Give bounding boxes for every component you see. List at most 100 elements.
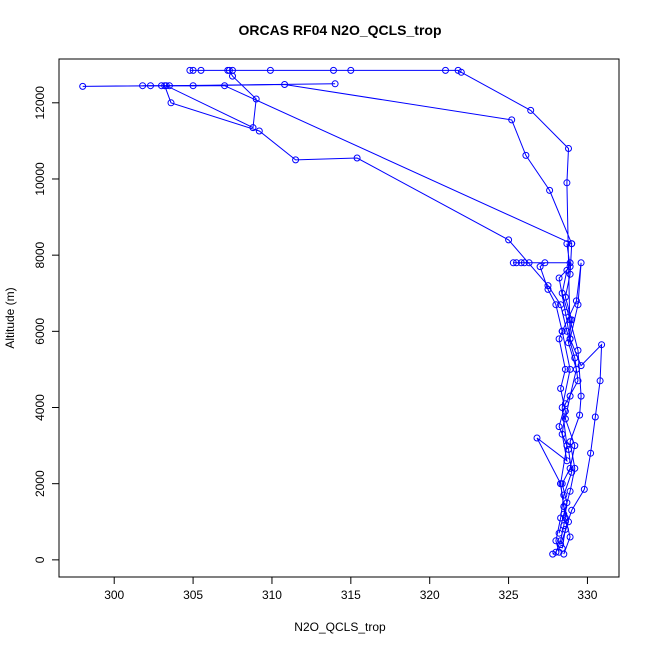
data-point bbox=[541, 259, 549, 267]
y-tick-label: 12000 bbox=[33, 86, 47, 120]
data-point bbox=[147, 82, 154, 90]
data-point bbox=[566, 335, 574, 343]
data-point bbox=[577, 362, 585, 370]
data-point bbox=[330, 66, 337, 74]
y-tick-label: 2000 bbox=[33, 470, 47, 497]
x-tick-label: 305 bbox=[183, 588, 203, 602]
data-point bbox=[139, 82, 147, 90]
data-point bbox=[162, 82, 170, 90]
data-point bbox=[546, 186, 554, 194]
data-point bbox=[580, 485, 588, 493]
y-tick-label: 0 bbox=[33, 556, 47, 563]
series-line-3 bbox=[513, 262, 582, 545]
data-point bbox=[165, 82, 173, 90]
data-point bbox=[561, 365, 569, 373]
data-point bbox=[552, 537, 560, 545]
data-point bbox=[527, 106, 535, 114]
data-point bbox=[596, 377, 604, 385]
x-tick-label: 330 bbox=[577, 588, 597, 602]
data-point bbox=[557, 480, 565, 488]
data-point bbox=[560, 503, 568, 510]
data-point bbox=[189, 66, 197, 74]
data-point bbox=[560, 491, 568, 499]
data-point bbox=[574, 346, 582, 354]
data-point bbox=[347, 66, 355, 74]
data-point bbox=[520, 259, 528, 267]
data-point bbox=[522, 151, 530, 159]
data-point bbox=[566, 392, 574, 400]
data-point bbox=[563, 327, 571, 335]
y-axis-label: Altitude (m) bbox=[3, 287, 17, 348]
y-tick-label: 8000 bbox=[33, 241, 47, 268]
data-point bbox=[574, 377, 582, 385]
data-point bbox=[442, 66, 449, 74]
data-point bbox=[552, 301, 560, 309]
y-axis: 0 2000 4000 6000 8000 10000 12000 bbox=[33, 86, 59, 563]
data-point bbox=[555, 529, 563, 537]
data-point bbox=[557, 541, 565, 549]
data-point bbox=[544, 282, 552, 290]
data-point bbox=[566, 259, 574, 267]
data-point bbox=[353, 154, 361, 162]
data-point bbox=[331, 80, 339, 88]
data-point bbox=[566, 263, 574, 271]
data-point bbox=[229, 72, 236, 80]
data-point bbox=[513, 259, 520, 267]
data-point bbox=[454, 66, 462, 74]
data-point bbox=[197, 66, 205, 74]
data-point bbox=[189, 82, 197, 90]
data-point bbox=[566, 365, 574, 373]
data-point bbox=[560, 522, 568, 530]
data-point bbox=[565, 518, 572, 526]
data-point bbox=[565, 445, 572, 453]
data-point bbox=[552, 548, 560, 556]
data-point bbox=[79, 82, 87, 90]
data-point bbox=[568, 506, 576, 514]
data-point bbox=[221, 82, 229, 90]
data-point bbox=[561, 525, 569, 533]
data-point bbox=[568, 240, 576, 248]
data-point bbox=[555, 423, 563, 431]
x-tick-label: 320 bbox=[420, 588, 440, 602]
data-point bbox=[558, 289, 566, 297]
data-point bbox=[560, 510, 568, 518]
data-point bbox=[266, 66, 274, 74]
data-point bbox=[591, 413, 599, 421]
data-point bbox=[517, 259, 525, 267]
data-point bbox=[560, 550, 568, 558]
series-lines bbox=[82, 69, 603, 555]
data-point bbox=[536, 263, 544, 271]
x-axis-label: N2O_QCLS_trop bbox=[294, 620, 386, 634]
data-point bbox=[508, 116, 516, 124]
data-point bbox=[544, 285, 552, 293]
data-point bbox=[158, 82, 165, 90]
data-point bbox=[565, 145, 572, 152]
data-point bbox=[566, 438, 574, 446]
data-point bbox=[249, 124, 257, 132]
data-point bbox=[574, 301, 582, 309]
data-point bbox=[558, 430, 566, 438]
data-point bbox=[561, 407, 569, 415]
data-point bbox=[252, 95, 260, 103]
data-point bbox=[555, 335, 563, 343]
data-point bbox=[563, 240, 571, 248]
x-tick-label: 300 bbox=[104, 588, 124, 602]
plot-area bbox=[58, 58, 620, 578]
data-point bbox=[563, 457, 571, 465]
data-point bbox=[571, 464, 579, 472]
chart-title: ORCAS RF04 N2O_QCLS_trop bbox=[238, 22, 441, 38]
data-point bbox=[571, 442, 579, 450]
data-point bbox=[566, 464, 574, 472]
data-point bbox=[565, 339, 572, 347]
data-point bbox=[577, 392, 585, 400]
data-point bbox=[186, 66, 194, 74]
y-tick-label: 6000 bbox=[33, 318, 47, 345]
x-axis: 300 305 310 315 320 325 330 bbox=[104, 577, 598, 602]
data-point bbox=[561, 415, 569, 423]
data-point bbox=[292, 156, 300, 164]
y-tick-label: 10000 bbox=[33, 162, 47, 196]
x-tick-label: 325 bbox=[499, 588, 519, 602]
series-line-1 bbox=[82, 83, 579, 555]
data-point bbox=[555, 274, 563, 282]
data-point bbox=[561, 308, 569, 316]
